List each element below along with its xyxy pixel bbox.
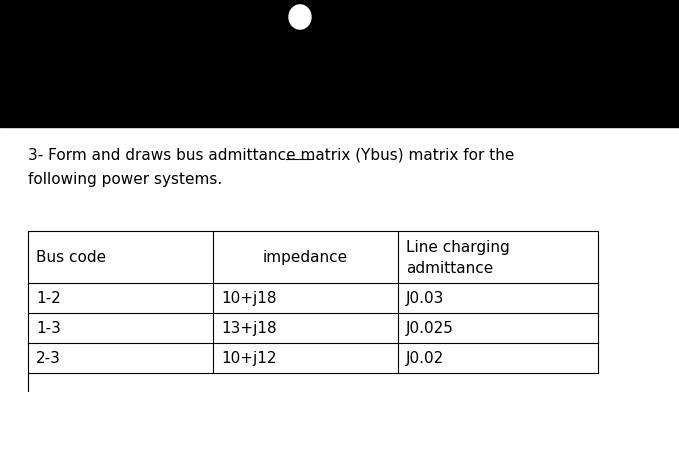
Text: 1-3: 1-3 <box>36 321 61 336</box>
Text: J0.025: J0.025 <box>406 321 454 336</box>
Text: following power systems.: following power systems. <box>28 172 222 187</box>
Text: 10+j18: 10+j18 <box>221 291 276 306</box>
Text: 2-3: 2-3 <box>36 351 61 366</box>
Text: 1-2: 1-2 <box>36 291 60 306</box>
Ellipse shape <box>289 6 311 30</box>
Text: J0.02: J0.02 <box>406 351 444 366</box>
Text: impedance: impedance <box>263 250 348 265</box>
Bar <box>0 0 679 128</box>
Text: Bus code: Bus code <box>36 250 106 265</box>
Text: 13+j18: 13+j18 <box>221 321 276 336</box>
Bar <box>28 231 598 373</box>
Text: 10+j12: 10+j12 <box>221 351 276 366</box>
Text: Line charging
admittance: Line charging admittance <box>406 239 510 276</box>
Text: 3- Form and draws bus admittance matrix (Ybus) matrix for the: 3- Form and draws bus admittance matrix … <box>28 147 515 163</box>
Text: J0.03: J0.03 <box>406 291 444 306</box>
